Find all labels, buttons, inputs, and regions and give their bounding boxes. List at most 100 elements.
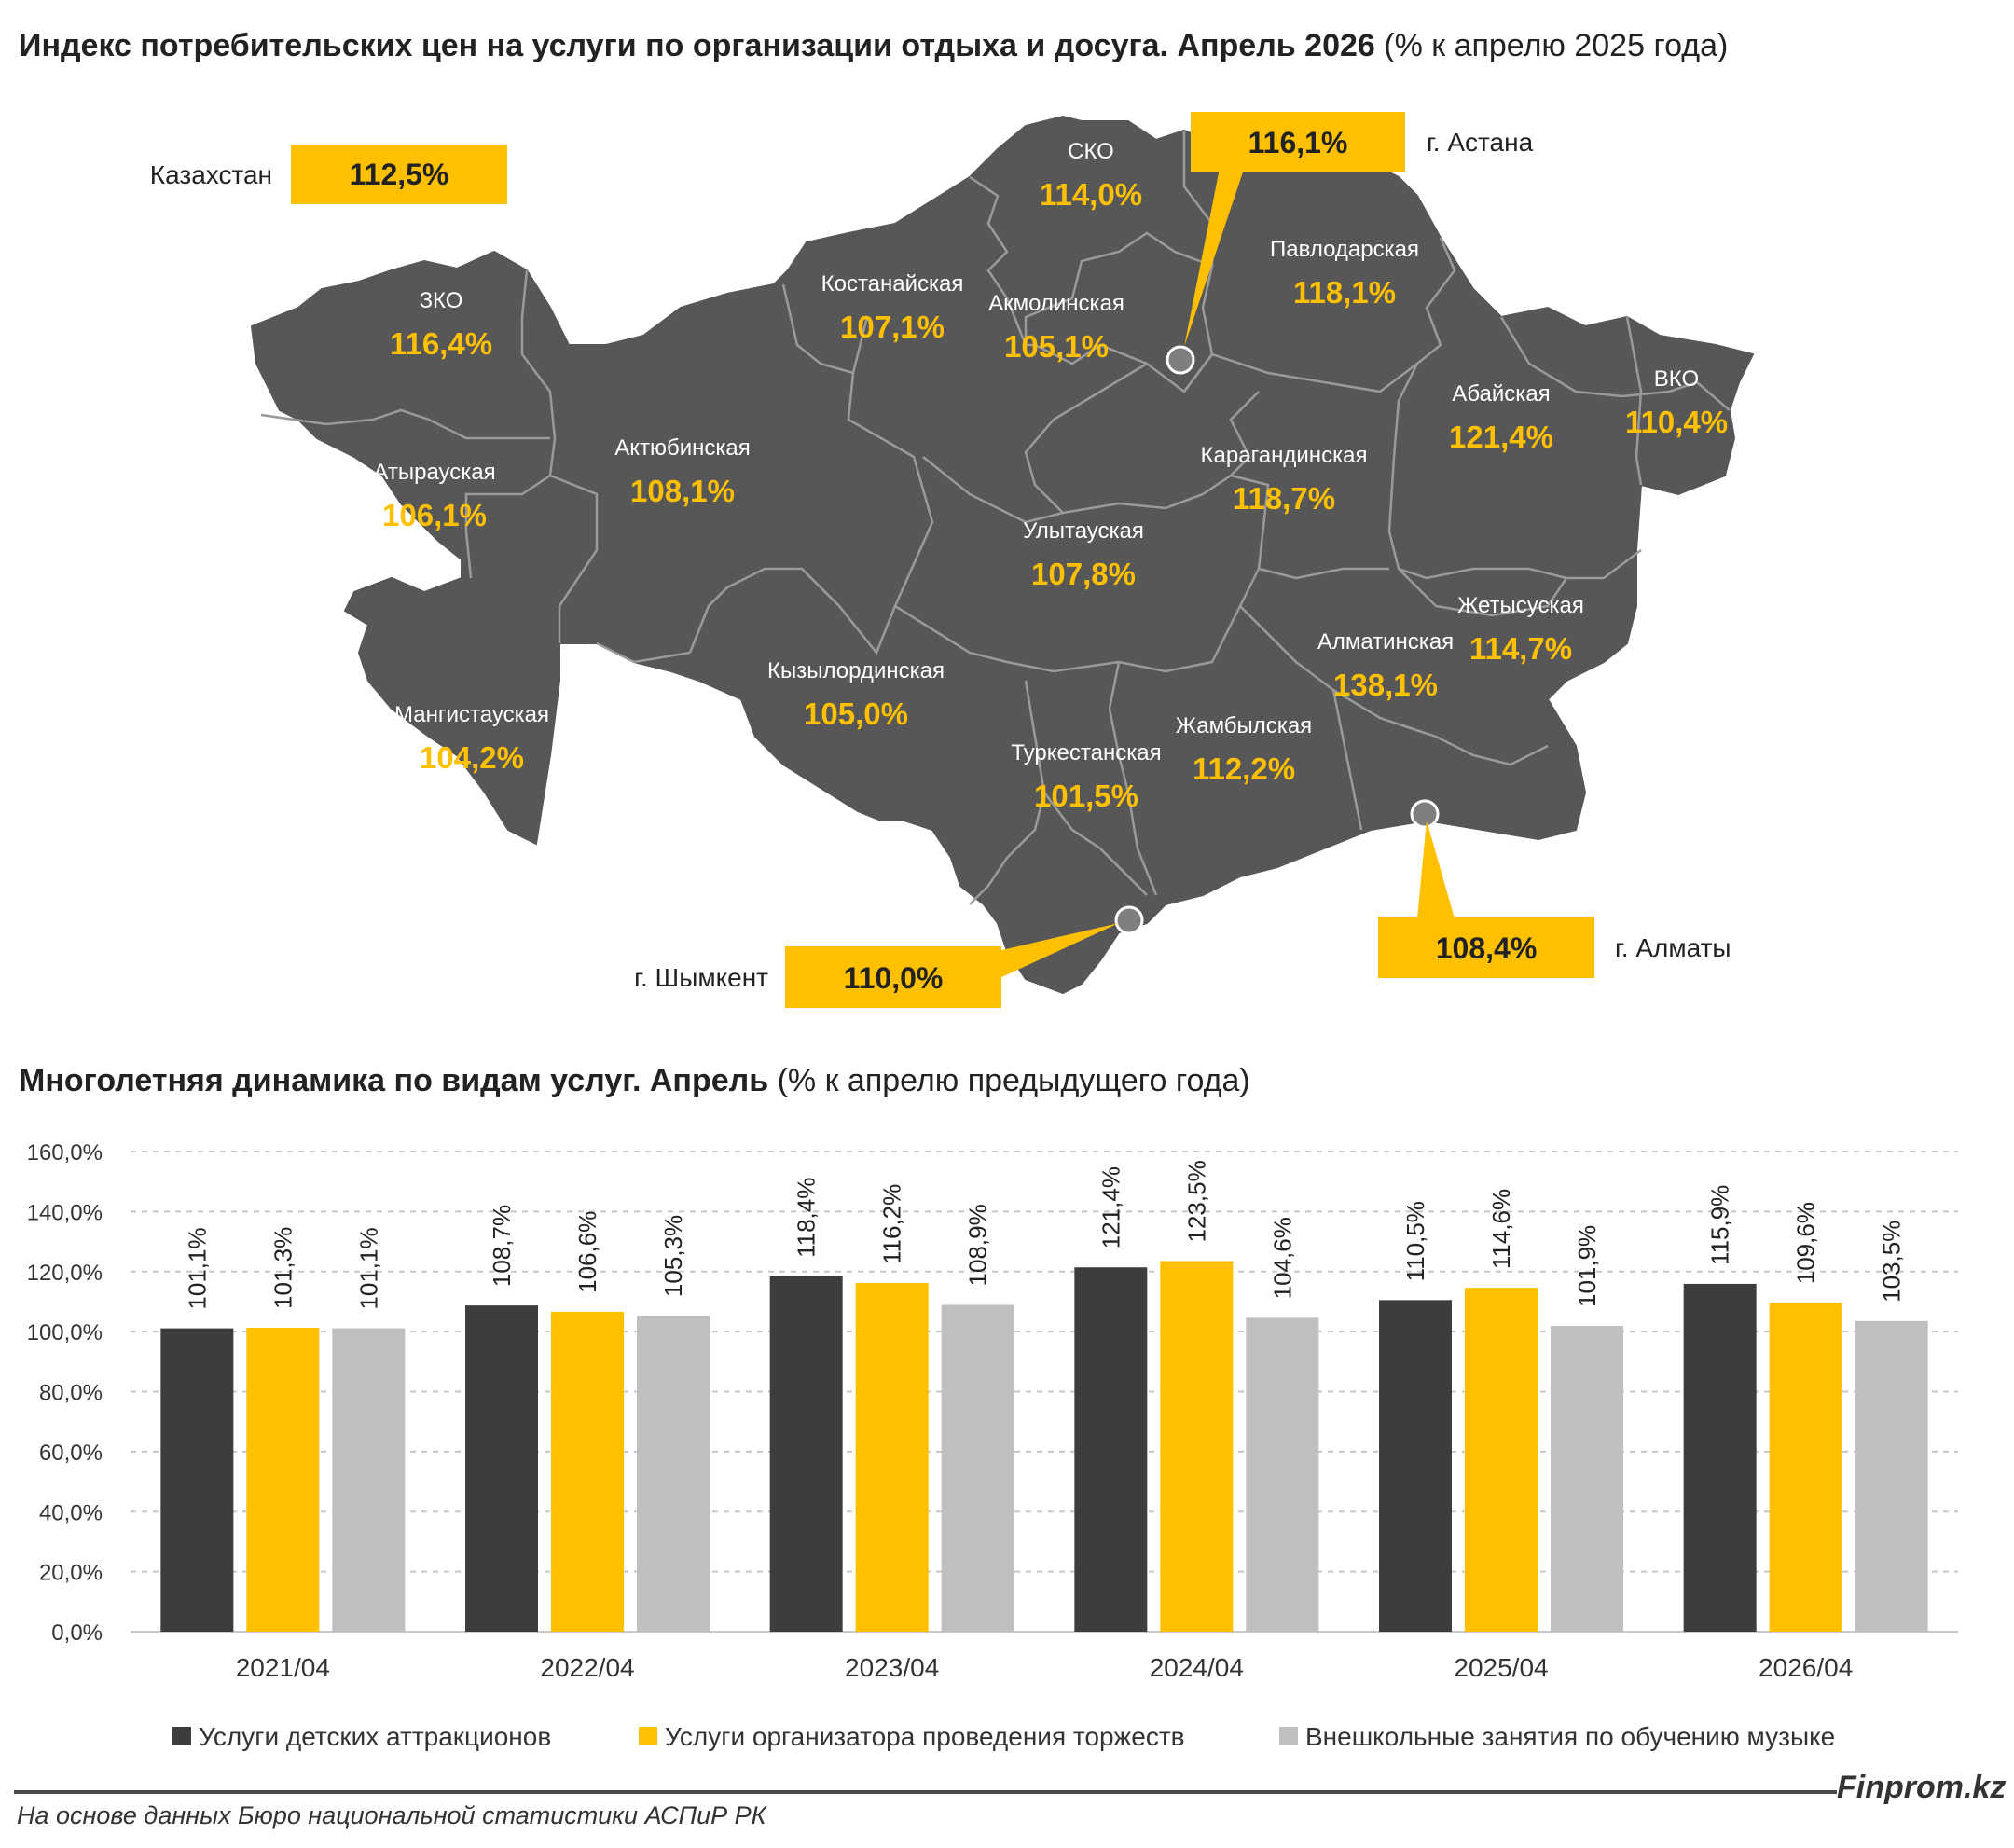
bar [1683, 1283, 1757, 1632]
bar-value-label: 103,5% [1878, 1221, 1906, 1303]
astana-callout [1191, 112, 1405, 172]
region-name-aktobe: Актюбинская [614, 435, 751, 461]
y-tick-label: 0,0% [51, 1620, 103, 1646]
bar [1160, 1261, 1234, 1632]
almaty-label: г. Алматы [1615, 933, 1731, 962]
bar-value-label: 115,9% [1706, 1185, 1734, 1265]
map-title: Индекс потребительских цен на услуги по … [19, 28, 1729, 63]
bar-value-label: 104,6% [1268, 1217, 1296, 1299]
shymkent-callout-pointer [998, 923, 1119, 979]
region-value-almaty_reg: 138,1% [1333, 668, 1438, 702]
region-value-atyrau: 106,1% [382, 498, 487, 532]
bar-value-label: 116,2% [878, 1184, 906, 1264]
y-tick-label: 20,0% [39, 1561, 103, 1586]
region-name-zhetysu: Жетысуская [1457, 593, 1584, 618]
bar [160, 1328, 234, 1632]
region-value-pavlodar: 118,1% [1293, 275, 1396, 310]
region-value-mangystau: 104,2% [420, 740, 524, 775]
almaty-callout [1378, 917, 1594, 978]
region-name-zko: ЗКО [420, 288, 463, 313]
bar-value-label: 101,9% [1573, 1225, 1601, 1307]
x-tick-label: 2023/04 [845, 1653, 939, 1682]
bar-chart-title: Многолетняя динамика по видам услуг. Апр… [19, 1063, 1250, 1098]
bar-value-label: 109,6% [1792, 1202, 1820, 1284]
x-tick-label: 2022/04 [540, 1653, 634, 1682]
region-name-pavlodar: Павлодарская [1270, 237, 1419, 262]
almaty-value: 108,4% [1436, 931, 1538, 965]
region-name-sko: СКО [1068, 139, 1114, 164]
kazakhstan-value-box [291, 145, 507, 204]
y-tick-label: 60,0% [39, 1441, 103, 1466]
legend-swatch [172, 1727, 191, 1745]
bar [1379, 1300, 1452, 1632]
legend-swatch [1279, 1727, 1298, 1745]
bar [551, 1311, 624, 1632]
bar [855, 1282, 929, 1632]
bar-value-label: 101,3% [269, 1227, 297, 1309]
source-note: На основе данных Бюро национальной стати… [17, 1801, 766, 1829]
region-name-ulytau: Улытауская [1023, 518, 1144, 544]
bar [1074, 1267, 1148, 1632]
region-name-turkestan: Туркестанская [1011, 740, 1161, 765]
region-value-abay: 121,4% [1449, 420, 1553, 454]
region-value-sko: 114,0% [1040, 177, 1142, 212]
bar-value-label: 101,1% [354, 1227, 382, 1309]
region-value-aktobe: 108,1% [630, 474, 735, 508]
shymkent-marker [1114, 905, 1144, 935]
region-name-kyzylorda: Кызылординская [767, 658, 945, 683]
astana-value: 116,1% [1248, 126, 1348, 159]
region-name-abay: Абайская [1452, 381, 1550, 407]
region-name-almaty_reg: Алматинская [1317, 629, 1454, 655]
bar [941, 1304, 1014, 1632]
bar-value-label: 123,5% [1182, 1160, 1210, 1242]
astana-callout-pointer [1184, 131, 1257, 347]
astana-marker [1166, 345, 1195, 375]
legend-label: Внешкольные занятия по обучению музыке [1305, 1722, 1835, 1751]
y-tick-label: 100,0% [27, 1320, 103, 1345]
brand-logo: Finprom.kz [1837, 1770, 2007, 1805]
region-value-kyzylorda: 105,0% [804, 696, 908, 731]
bar-value-label: 106,6% [573, 1211, 601, 1293]
region-name-kostanay: Костанайская [821, 271, 964, 297]
y-tick-label: 40,0% [39, 1500, 103, 1525]
x-tick-label: 2024/04 [1150, 1653, 1244, 1682]
region-labels: СКО 114,0% Павлодарская 118,1% Костанайская 1… [373, 139, 1728, 813]
region-value-turkestan: 101,5% [1034, 779, 1138, 813]
bar [1855, 1320, 1928, 1632]
x-tick-label: 2025/04 [1454, 1653, 1548, 1682]
region-value-zhetysu: 114,7% [1469, 631, 1572, 666]
bar-value-label: 101,1% [183, 1227, 211, 1309]
region-value-ulytau: 107,8% [1031, 557, 1136, 591]
bar [1769, 1303, 1842, 1632]
shymkent-value: 110,0% [844, 961, 944, 995]
bar-value-label: 121,4% [1097, 1166, 1124, 1248]
country-shape [250, 115, 1755, 995]
bar-value-label: 105,3% [659, 1215, 687, 1297]
region-value-vko: 110,4% [1625, 405, 1728, 439]
bar-value-label: 108,7% [488, 1205, 516, 1287]
bar [1551, 1326, 1623, 1632]
region-value-karaganda: 118,7% [1233, 481, 1335, 516]
legend-swatch [639, 1727, 657, 1745]
kazakhstan-label: Казахстан [150, 160, 272, 189]
kazakhstan-map: Казахстан 112,5% [150, 112, 1755, 1008]
astana-label: г. Астана [1427, 128, 1534, 157]
bar [465, 1305, 538, 1632]
legend-label: Услуги организатора проведения торжеств [665, 1722, 1185, 1751]
region-name-mangystau: Мангистауская [394, 702, 549, 727]
region-name-vko: ВКО [1654, 366, 1699, 392]
almaty-callout-pointer [1417, 821, 1455, 918]
region-value-kostanay: 107,1% [840, 310, 945, 344]
bar-value-label: 114,6% [1487, 1189, 1515, 1269]
shymkent-callout [785, 946, 1001, 1008]
region-borders [260, 131, 1731, 905]
region-name-karaganda: Карагандинская [1201, 443, 1368, 468]
almaty-marker [1410, 799, 1440, 829]
bar-value-label: 110,5% [1401, 1201, 1429, 1281]
bar [1465, 1288, 1538, 1632]
footer-divider [14, 1790, 1837, 1794]
y-tick-label: 140,0% [27, 1200, 103, 1225]
y-tick-label: 160,0% [27, 1140, 103, 1165]
region-value-zhambyl: 112,2% [1193, 752, 1295, 786]
kazakhstan-value: 112,5% [350, 158, 449, 191]
